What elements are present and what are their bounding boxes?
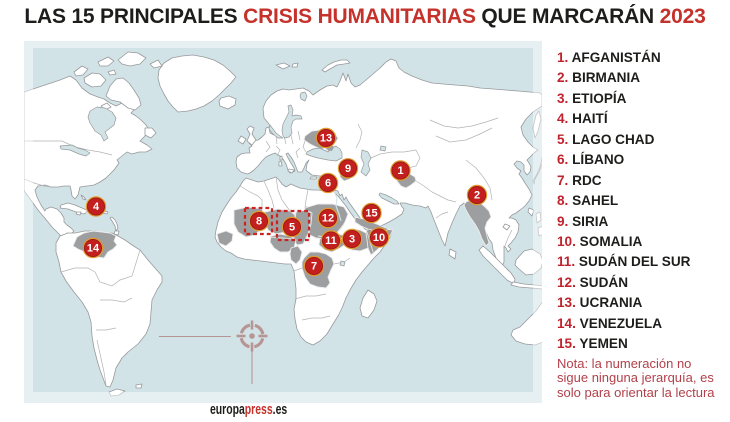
svg-text:1: 1	[397, 165, 403, 177]
svg-text:5: 5	[289, 222, 295, 234]
svg-text:4: 4	[93, 201, 100, 213]
svg-text:2: 2	[474, 190, 480, 202]
svg-text:11: 11	[325, 235, 337, 247]
svg-text:13: 13	[320, 133, 332, 145]
svg-text:8: 8	[256, 216, 262, 228]
svg-text:6: 6	[325, 178, 331, 190]
svg-text:9: 9	[345, 163, 351, 175]
svg-text:3: 3	[349, 234, 355, 246]
svg-text:10: 10	[373, 232, 385, 244]
svg-text:14: 14	[87, 243, 100, 255]
svg-text:15: 15	[365, 208, 377, 220]
svg-text:12: 12	[322, 213, 334, 225]
svg-text:7: 7	[311, 261, 317, 273]
